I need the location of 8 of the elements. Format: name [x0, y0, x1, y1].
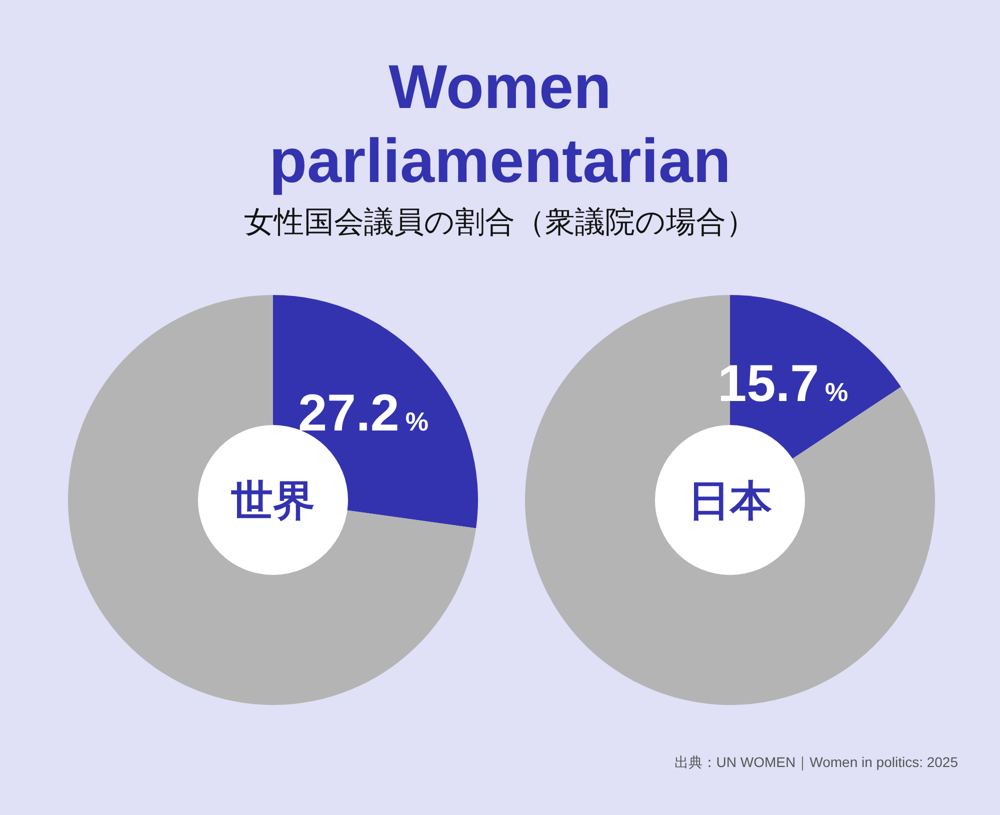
chart-subtitle: 女性国会議員の割合（衆議院の場合）	[244, 206, 756, 239]
pie-slice	[68, 295, 476, 705]
chart-title: Women parliamentarian	[269, 53, 731, 196]
text: 世界	[230, 477, 315, 524]
data-label: 27.2%	[298, 384, 428, 443]
source-note: 出典：UN WOMEN｜Women in politics: 2025	[674, 754, 958, 771]
pie-slice	[525, 295, 935, 705]
text: 日本	[688, 477, 772, 524]
